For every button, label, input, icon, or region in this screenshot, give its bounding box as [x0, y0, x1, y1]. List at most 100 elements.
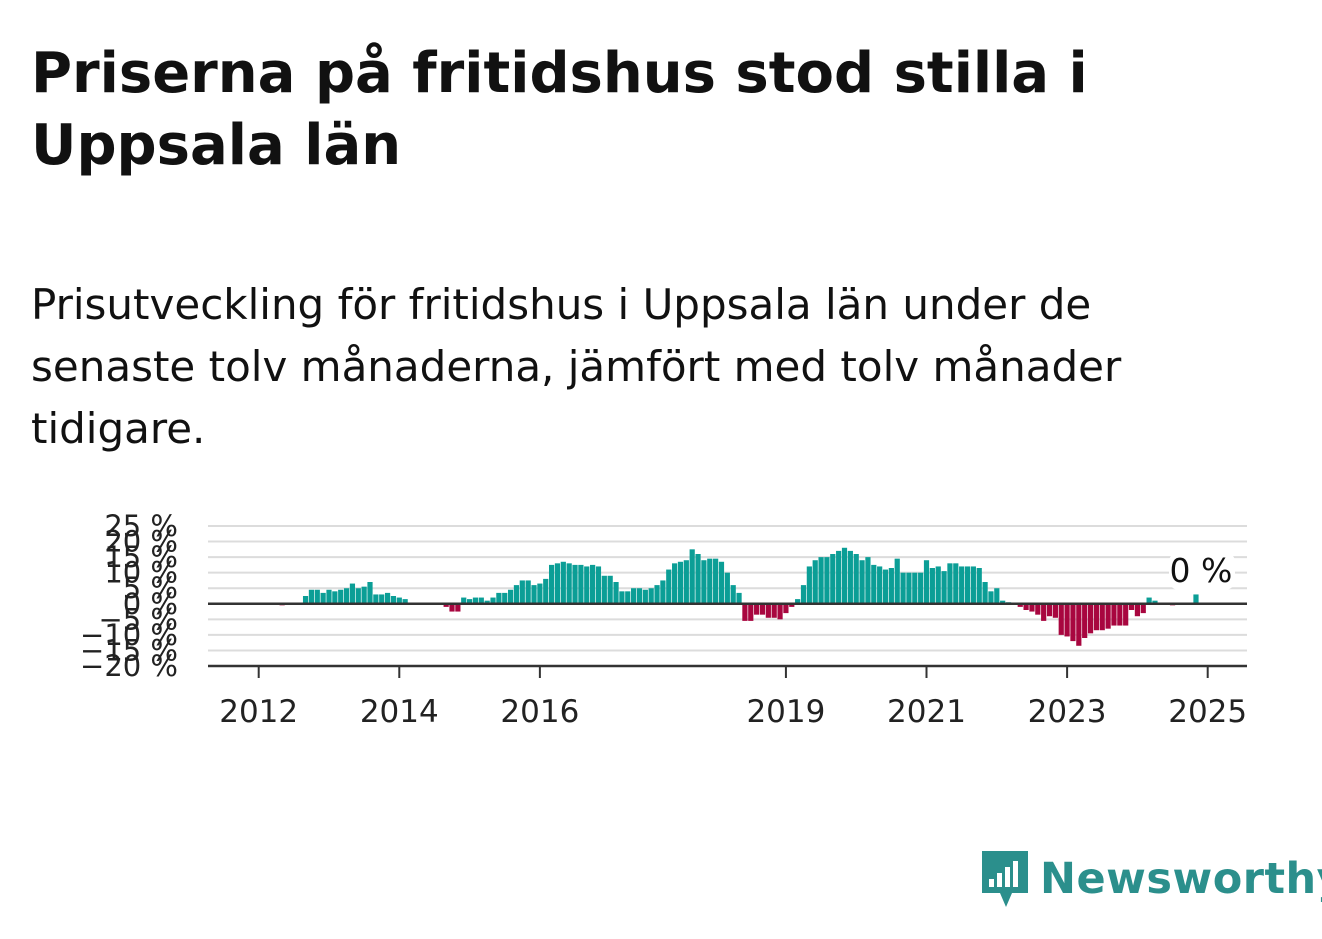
bar [877, 566, 883, 604]
bar [1023, 603, 1029, 610]
bar [1152, 600, 1158, 604]
bar [484, 600, 490, 604]
bar [1128, 603, 1135, 610]
bar [730, 585, 736, 604]
bar [1064, 603, 1070, 637]
bar [789, 603, 795, 607]
bar [314, 589, 320, 604]
bar [566, 563, 572, 604]
x-tick-label: 2014 [360, 694, 439, 730]
bar [466, 599, 473, 604]
newsworthy-logo-icon [982, 851, 1028, 907]
bar [1035, 603, 1041, 615]
x-tick-label: 2025 [1168, 694, 1247, 730]
y-tick-label: 10 % [104, 556, 178, 590]
bar [672, 563, 678, 604]
bar [1146, 597, 1152, 604]
bar [496, 592, 502, 604]
bar [1058, 603, 1064, 635]
bar [841, 547, 848, 604]
bar [390, 596, 397, 604]
bar [1070, 603, 1076, 642]
bar [613, 582, 619, 604]
bar [402, 599, 408, 604]
brand: Newsworthy [980, 848, 1322, 910]
bar [1134, 603, 1140, 617]
bar [326, 589, 332, 604]
bar [888, 568, 894, 604]
y-tick-label: 15 % [104, 540, 178, 574]
bar [918, 572, 924, 604]
bar [777, 603, 783, 620]
bar [1082, 603, 1088, 638]
bar [1193, 594, 1199, 604]
bar [806, 566, 812, 604]
bar [507, 589, 514, 604]
bar [1041, 603, 1047, 621]
bar [549, 564, 555, 604]
bar [379, 594, 385, 604]
bar [1123, 603, 1129, 626]
bar [771, 603, 777, 618]
bar [800, 585, 807, 604]
bar [935, 566, 941, 604]
bar [882, 569, 889, 604]
annotation-layer: 0 % [1168, 551, 1235, 590]
annotation-box [1168, 552, 1235, 590]
bar [1140, 603, 1146, 614]
bar [689, 549, 695, 604]
bar [988, 591, 994, 604]
bar [1099, 603, 1105, 631]
bar [970, 566, 976, 604]
bars [279, 547, 1199, 646]
bar [982, 582, 988, 604]
bar [677, 561, 684, 604]
bar [1052, 603, 1058, 618]
bar [338, 589, 344, 604]
bar [1000, 600, 1006, 604]
x-tick-label: 2021 [887, 694, 966, 730]
bar [455, 603, 461, 612]
x-tick-label: 2012 [219, 694, 298, 730]
bar [1093, 603, 1099, 631]
bar [754, 603, 760, 615]
bar [537, 583, 543, 604]
chart-title: Priserna på fritidshus stod stilla i Upp… [31, 41, 1088, 178]
bar [595, 566, 602, 604]
bar [865, 557, 871, 604]
bar [759, 603, 766, 615]
bar [502, 592, 508, 604]
bar [783, 603, 789, 614]
bar [994, 588, 1000, 604]
bar [308, 589, 315, 604]
bar [625, 591, 631, 604]
bar [1087, 603, 1094, 634]
bar [742, 603, 748, 621]
bar [373, 594, 379, 604]
axes [208, 602, 1247, 668]
bar [836, 550, 842, 604]
bar [320, 592, 326, 604]
y-tick-label: −5 % [98, 602, 178, 636]
bar [531, 585, 537, 604]
bar [367, 582, 373, 604]
bar [449, 603, 455, 612]
bar-chart: −20 %−15 %−10 %−5 %0 %5 %10 %15 %20 %25 … [80, 509, 1247, 730]
bar [666, 569, 672, 604]
x-tick-label: 2023 [1028, 694, 1107, 730]
bar [1105, 603, 1111, 629]
bar [748, 603, 754, 621]
bar [695, 554, 701, 604]
bar [590, 564, 596, 604]
bar [560, 561, 566, 604]
y-tick-label: 0 % [123, 587, 178, 621]
bar [947, 563, 953, 604]
chart-subtitle: Prisutveckling för fritidshus i Uppsala … [31, 280, 1122, 453]
bar [461, 597, 467, 604]
bar [923, 560, 930, 604]
bar [648, 588, 654, 604]
bar [519, 580, 525, 604]
bar [396, 597, 402, 604]
bar [578, 564, 584, 604]
bar [718, 561, 725, 604]
